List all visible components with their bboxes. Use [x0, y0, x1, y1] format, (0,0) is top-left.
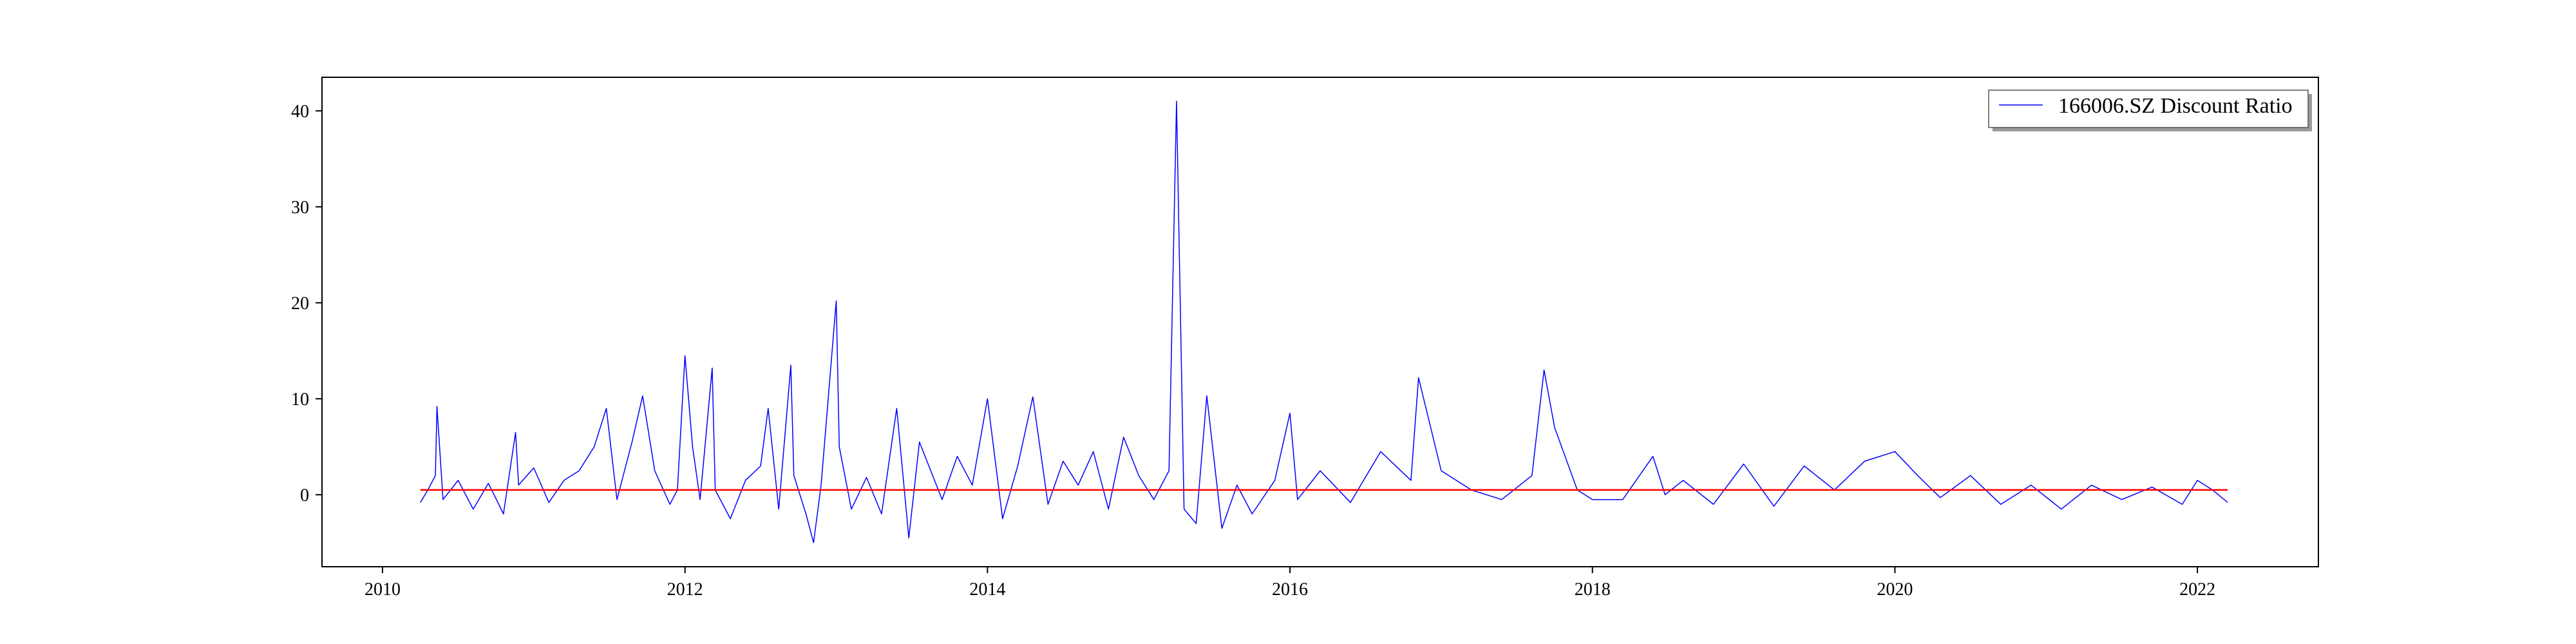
x-tick-label: 2022 [2179, 580, 2215, 600]
plot-frame [321, 77, 2319, 567]
data-layer [420, 100, 2228, 544]
y-tick-label: 30 [291, 198, 309, 218]
legend-label: 166006.SZ Discount Ratio [2058, 94, 2293, 118]
y-tick-label: 40 [291, 102, 309, 122]
y-tick-label: 0 [300, 486, 309, 506]
x-tick-label: 2020 [1877, 580, 1913, 600]
plot-area [322, 77, 2318, 567]
x-tick-label: 2016 [1272, 580, 1308, 600]
x-tick-label: 2014 [969, 580, 1005, 600]
x-tick-label: 2018 [1575, 580, 1611, 600]
y-axis: 0 10 20 30 40 [291, 102, 322, 506]
y-tick-label: 10 [291, 390, 309, 410]
x-tick-label: 2012 [667, 580, 703, 600]
y-tick-label: 20 [291, 294, 309, 314]
legend-box [1988, 90, 2309, 128]
legend: 166006.SZ Discount Ratio [1988, 90, 2312, 131]
x-tick-label: 2010 [365, 580, 401, 600]
x-axis: 2010 2012 2014 2016 2018 2020 2022 [365, 567, 2215, 600]
series-line-0 [420, 100, 2228, 544]
